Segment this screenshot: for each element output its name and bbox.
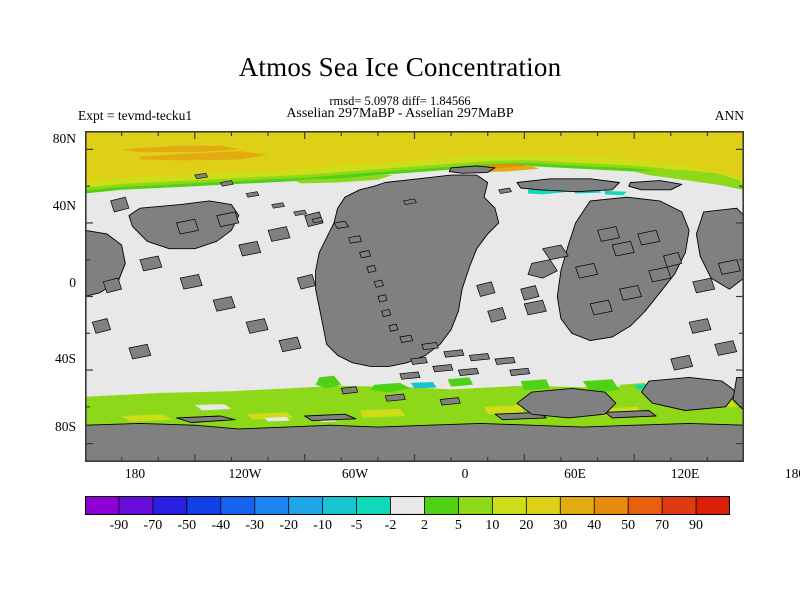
colorbar-tick-label: -10 xyxy=(313,518,332,533)
figure-subtitle: Asselian 297MaBP - Asselian 297MaBP xyxy=(286,106,514,121)
colorbar-tick-label: 40 xyxy=(587,518,602,533)
colorbar-tick-label: 2 xyxy=(420,518,428,533)
longitude-tick-label: 60E xyxy=(564,466,586,481)
latitude-tick-label: 40S xyxy=(54,351,76,366)
colorbar-tick-label: -70 xyxy=(143,518,163,533)
colorbar xyxy=(85,496,730,515)
longitude-tick-label: 180 xyxy=(784,466,800,481)
colorbar-tick-label: 90 xyxy=(689,518,704,533)
latitude-tick-label: 80S xyxy=(54,419,76,434)
map-plot-area xyxy=(85,131,744,462)
colorbar-tick-label: -50 xyxy=(177,518,197,533)
colorbar-tick-label: -2 xyxy=(384,518,397,533)
longitude-tick-label: 120W xyxy=(228,466,262,481)
season-label: ANN xyxy=(714,108,744,123)
latitude-tick-label: 0 xyxy=(69,275,76,290)
colorbar-tick-label: -30 xyxy=(245,518,265,533)
experiment-label: Expt = tevmd-tecku1 xyxy=(78,108,193,123)
rmsd-annotation: rmsd= 5.0978 diff= 1.84566 xyxy=(329,94,471,108)
map-svg xyxy=(85,131,744,462)
latitude-tick-label: 40N xyxy=(52,198,76,213)
colorbar-tick-label: 50 xyxy=(621,518,636,533)
longitude-tick-label: 180 xyxy=(124,466,146,481)
colorbar-tick-label: -40 xyxy=(211,518,231,533)
colorbar-tick-label: 30 xyxy=(553,518,568,533)
colorbar-tick-label: -90 xyxy=(109,518,129,533)
longitude-tick-label: 0 xyxy=(461,466,469,481)
longitude-tick-label: 60W xyxy=(341,466,369,481)
colorbar-tick-label: -5 xyxy=(350,518,363,533)
page-title: Atmos Sea Ice Concentration xyxy=(238,52,562,82)
colorbar-tick-label: -20 xyxy=(279,518,298,533)
latitude-tick-label: 80N xyxy=(52,131,76,146)
colorbar-tick-label: 10 xyxy=(485,518,500,533)
colorbar-tick-label: 70 xyxy=(655,518,670,533)
colorbar-svg xyxy=(85,496,730,515)
colorbar-tick-label: 5 xyxy=(454,518,462,533)
colorbar-tick-label: 20 xyxy=(519,518,534,533)
longitude-tick-label: 120E xyxy=(670,466,700,481)
